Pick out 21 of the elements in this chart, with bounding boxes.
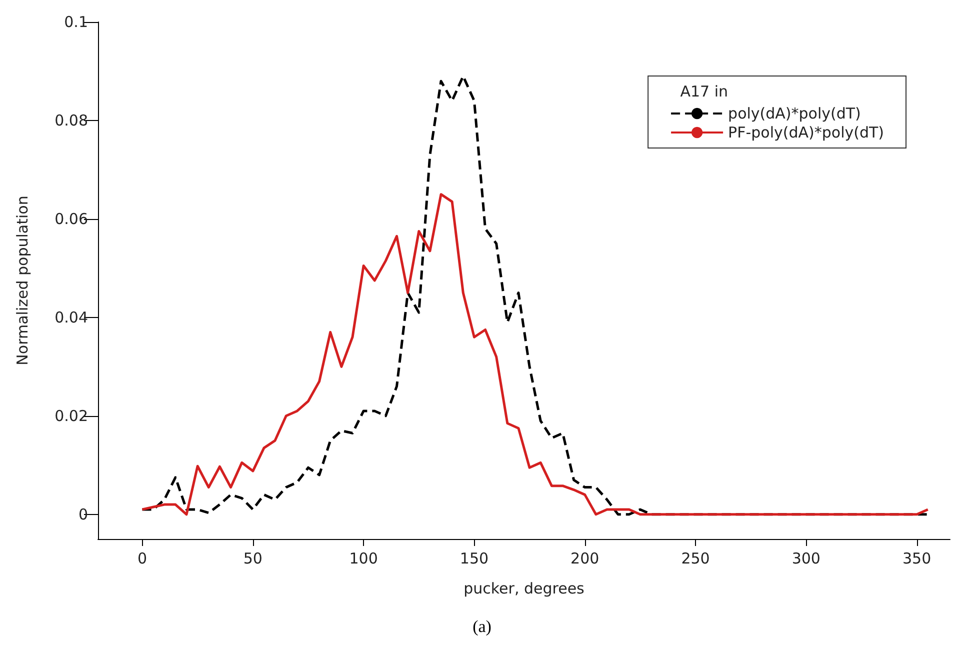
- x-tick-label: 350: [902, 550, 932, 568]
- text: (a): [472, 617, 492, 636]
- legend-label: PF-poly(dA)*poly(dT): [728, 124, 884, 142]
- y-axis-title: Normalized population: [14, 196, 32, 366]
- y-tick-label: 0.06: [54, 210, 88, 228]
- x-tick-label: 200: [570, 550, 600, 568]
- y-tick-label: 0.1: [64, 13, 88, 31]
- y-tick-label: 0.08: [54, 111, 88, 130]
- legend-label: poly(dA)*poly(dT): [728, 104, 861, 122]
- x-tick-label: 150: [460, 550, 489, 568]
- y-tick-label: 0.02: [54, 406, 88, 425]
- x-tick-label: 50: [243, 550, 262, 568]
- y-tick-label: 0: [78, 505, 88, 524]
- legend-title: A17 in: [680, 82, 728, 100]
- x-tick-label: 100: [349, 550, 378, 568]
- line-series: [141, 193, 930, 516]
- x-tick-label: 300: [792, 550, 820, 568]
- y-tick-label: 0.04: [54, 308, 88, 326]
- x-tick-label: 0: [137, 550, 148, 568]
- x-tick-label: 250: [681, 550, 710, 568]
- x-axis-title: pucker, degrees: [464, 580, 585, 598]
